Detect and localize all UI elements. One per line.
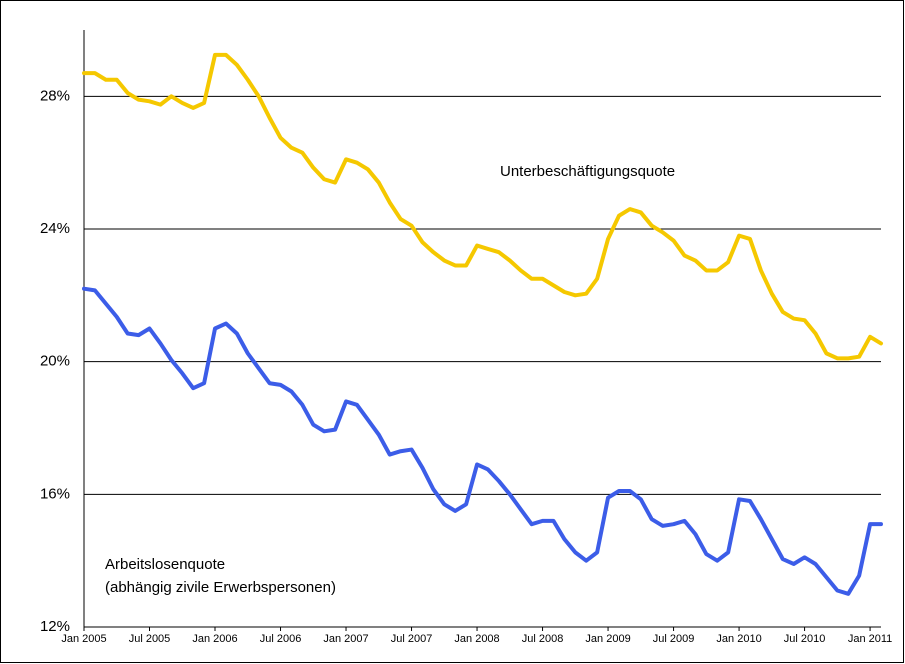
series-label: Arbeitslosenquote — [105, 556, 225, 573]
y-tick-label: 20% — [40, 353, 70, 370]
x-tick-label: Jan 2007 — [323, 633, 368, 645]
x-tick-label: Jan 2011 — [848, 633, 892, 645]
x-tick-label: Jul 2006 — [260, 633, 302, 645]
x-tick-label: Jan 2006 — [192, 633, 237, 645]
annotation: (abhängig zivile Erwerbspersonen) — [105, 579, 336, 596]
x-tick-label: Jan 2005 — [61, 633, 106, 645]
x-tick-label: Jul 2008 — [522, 633, 564, 645]
y-tick-label: 12% — [40, 618, 70, 635]
x-tick-label: Jul 2010 — [784, 633, 826, 645]
y-tick-label: 28% — [40, 87, 70, 104]
y-tick-label: 24% — [40, 220, 70, 237]
x-tick-label: Jul 2007 — [391, 633, 433, 645]
x-tick-label: Jul 2005 — [129, 633, 171, 645]
series-line — [82, 286, 883, 596]
y-tick-label: 16% — [40, 485, 70, 502]
series-line — [82, 52, 883, 361]
x-tick-label: Jan 2008 — [454, 633, 499, 645]
x-tick-label: Jan 2010 — [716, 633, 761, 645]
x-tick-label: Jul 2009 — [653, 633, 695, 645]
x-tick-label: Jan 2009 — [585, 633, 630, 645]
series-label: Unterbeschäftigungsquote — [500, 163, 675, 180]
